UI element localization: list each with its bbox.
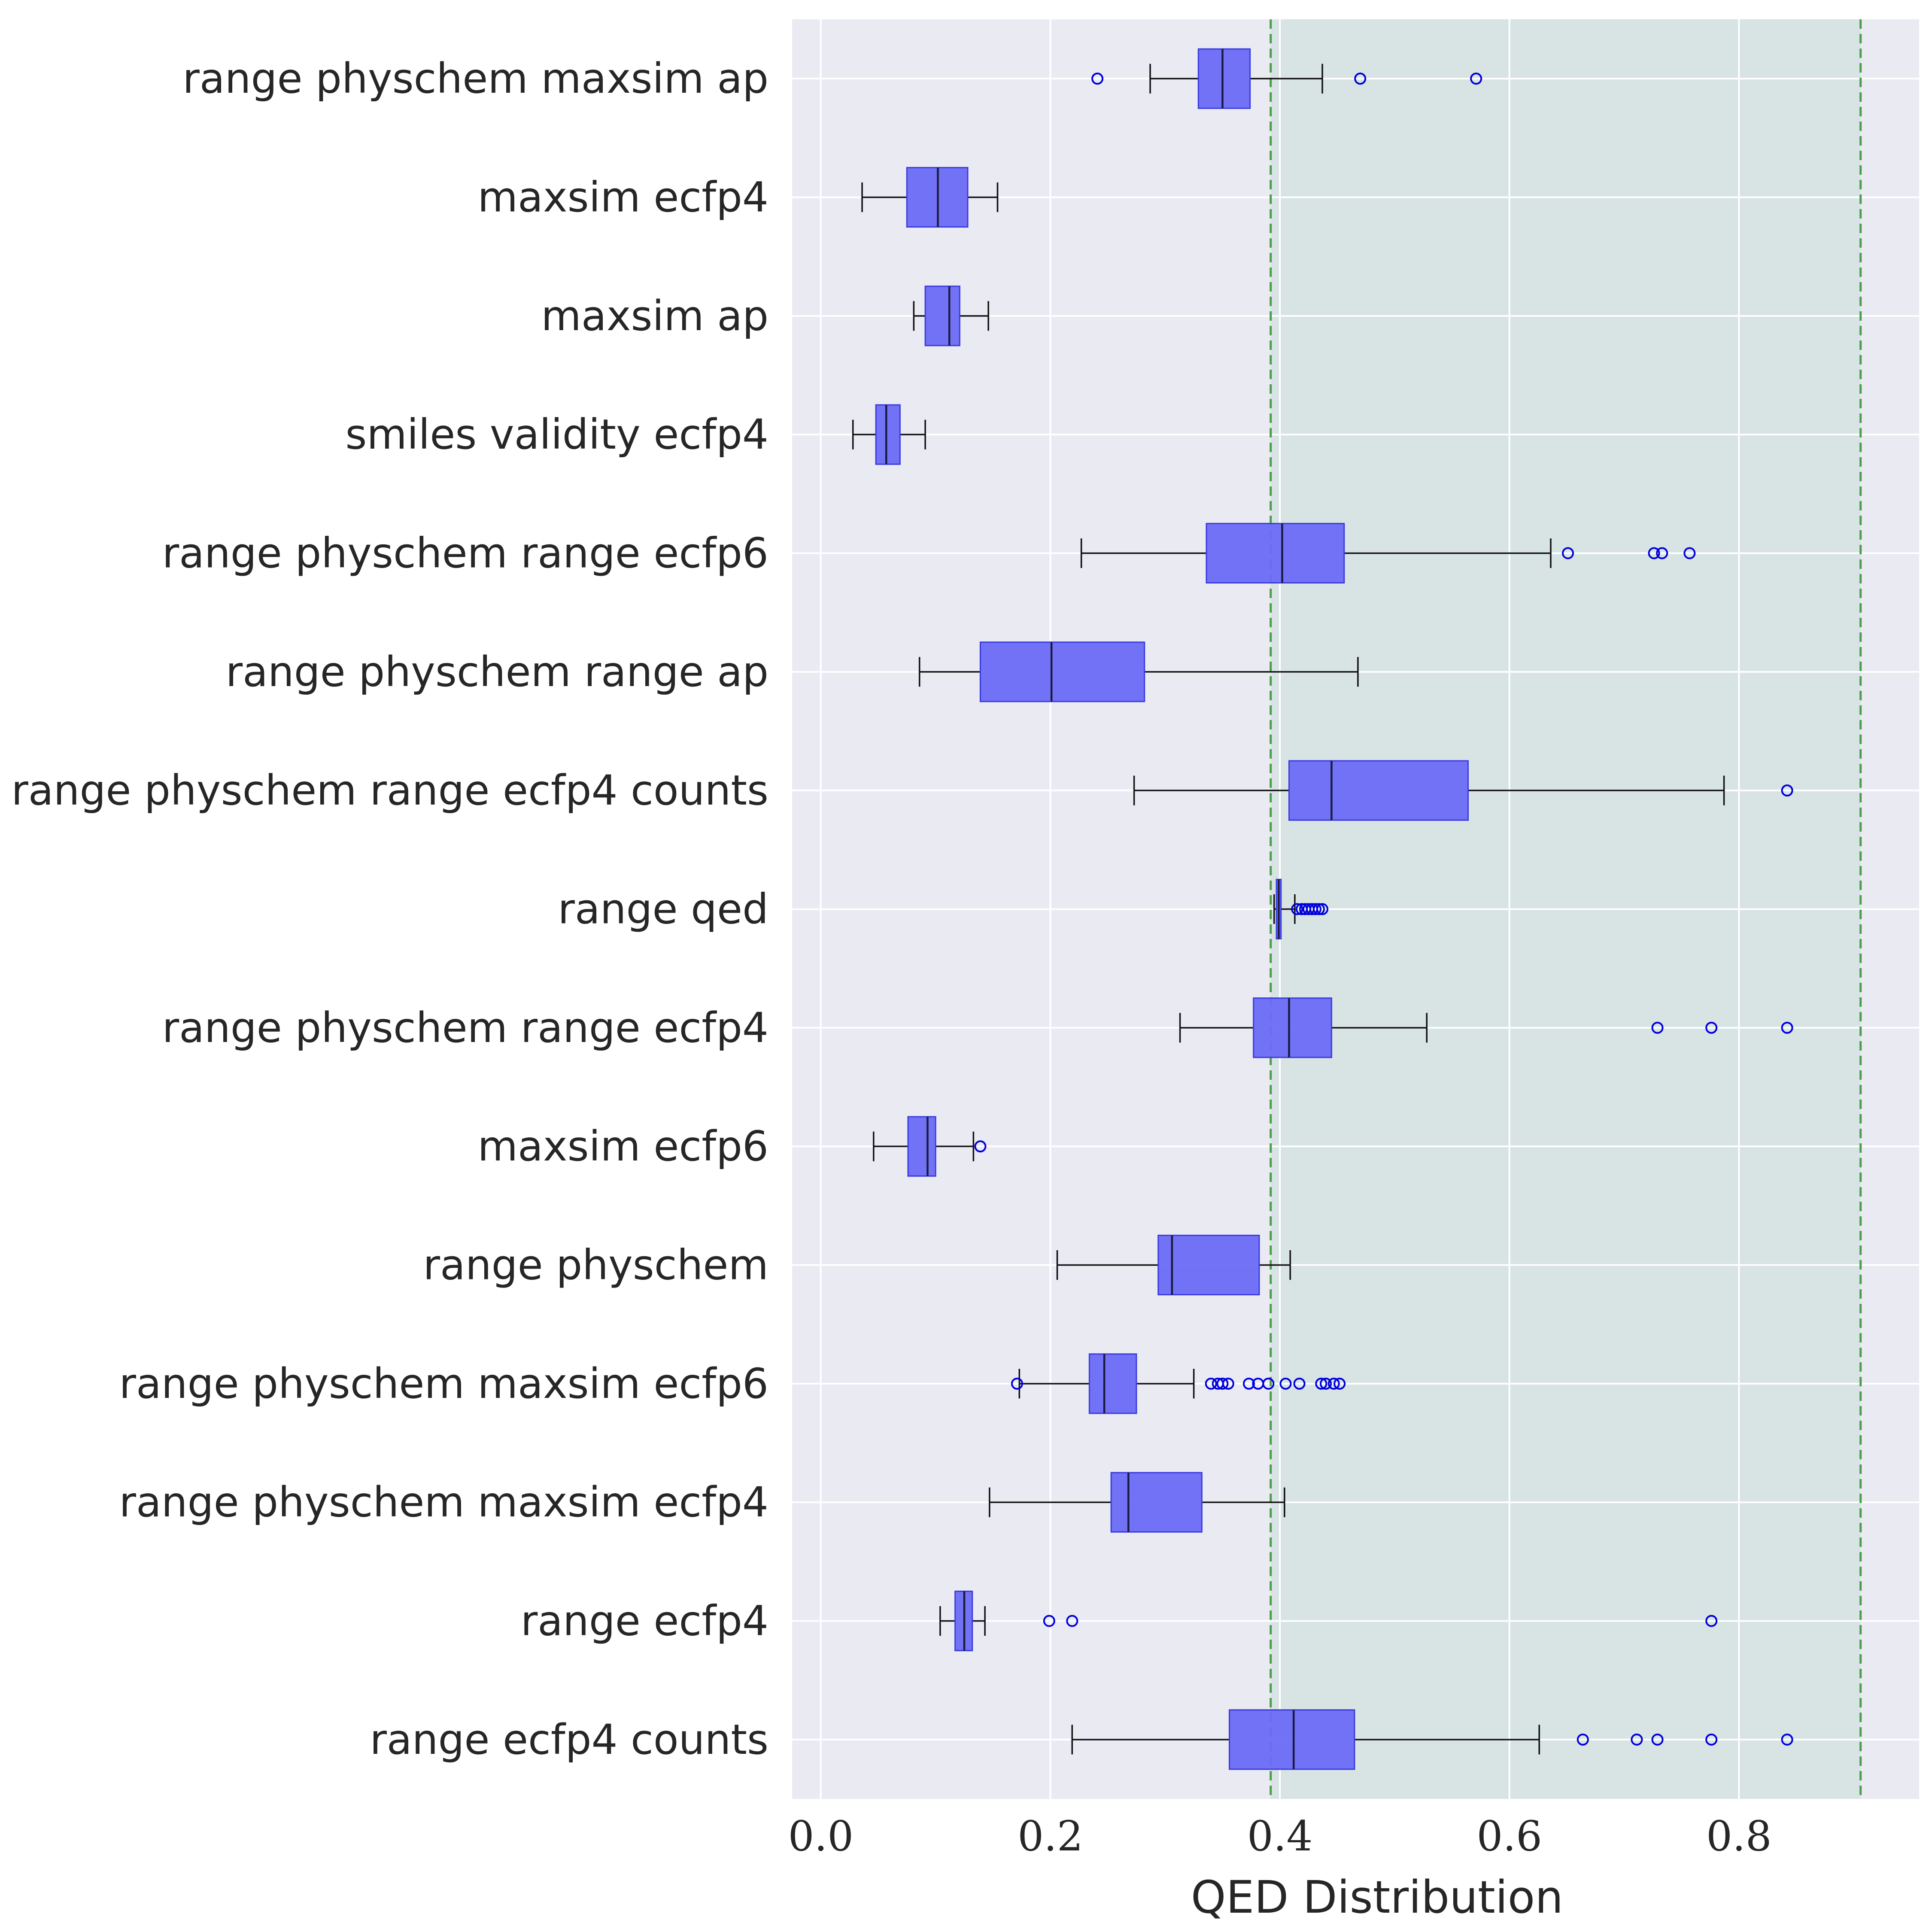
- box-group: [873, 1116, 987, 1177]
- outlier-point: [1470, 73, 1482, 85]
- outlier-point: [1651, 1021, 1664, 1034]
- outlier-point: [1562, 547, 1574, 559]
- outlier-point: [1631, 1733, 1643, 1746]
- outlier-point: [1222, 1377, 1234, 1390]
- category-label: range ecfp4: [521, 1597, 769, 1645]
- box-group: [1080, 522, 1696, 584]
- outlier-point: [1334, 1377, 1346, 1390]
- outlier-point: [1066, 1615, 1078, 1627]
- category-labels: range physchem maxsim ap maxsim ecfp4 maxs…: [11, 55, 769, 1764]
- boxes-layer: [852, 48, 1793, 1770]
- x-tick-labels: 0.0 0.2 0.4 0.6 0.8: [788, 1812, 1771, 1860]
- box-iqr: [1088, 1353, 1137, 1414]
- box-iqr: [875, 404, 901, 465]
- box-group: [1011, 1353, 1346, 1414]
- outlier-point: [1781, 1733, 1793, 1746]
- outlier-point: [1262, 1377, 1275, 1390]
- box-group: [1179, 997, 1793, 1058]
- category-label: range physchem range ap: [226, 648, 769, 696]
- category-label: range qed: [558, 885, 769, 933]
- box-group: [913, 286, 989, 346]
- box-iqr: [1197, 48, 1251, 109]
- outlier-point: [1312, 903, 1325, 915]
- outlier-point: [1011, 1377, 1023, 1390]
- category-label: range physchem maxsim ecfp6: [119, 1360, 769, 1408]
- box-group: [918, 641, 1359, 702]
- x-tick-label: 0.4: [1247, 1812, 1313, 1860]
- category-label: range physchem: [423, 1241, 769, 1289]
- category-label: maxsim ecfp6: [477, 1122, 769, 1170]
- box-group: [989, 1472, 1285, 1533]
- outlier-point: [1091, 73, 1104, 85]
- outlier-point: [1577, 1733, 1589, 1746]
- outlier-point: [1651, 1733, 1664, 1746]
- outlier-point: [1705, 1021, 1718, 1034]
- outlier-point: [1648, 547, 1660, 559]
- box-group: [861, 167, 999, 228]
- box-iqr: [924, 286, 960, 346]
- box-iqr: [1157, 1234, 1260, 1296]
- x-tick-label: 0.2: [1018, 1812, 1083, 1860]
- category-label: range physchem range ecfp6: [162, 529, 769, 577]
- box-iqr: [979, 641, 1145, 702]
- box-group: [1071, 1709, 1793, 1770]
- box-group: [1056, 1234, 1291, 1296]
- box-iqr: [907, 1116, 936, 1177]
- outlier-point: [1216, 1377, 1229, 1390]
- outlier-point: [1354, 73, 1367, 85]
- outlier-point: [1309, 903, 1321, 915]
- x-tick-label: 0.6: [1476, 1812, 1542, 1860]
- box-iqr: [1228, 1709, 1355, 1770]
- outlier-point: [1316, 903, 1328, 915]
- box-iqr: [1253, 997, 1332, 1058]
- category-label: range physchem maxsim ap: [182, 55, 769, 103]
- category-label: range physchem range ecfp4: [162, 1004, 769, 1052]
- x-tick-label: 0.0: [788, 1812, 854, 1860]
- outlier-point: [1293, 1377, 1306, 1390]
- outlier-point: [1205, 1377, 1217, 1390]
- x-tick-label: 0.8: [1706, 1812, 1772, 1860]
- outlier-point: [1319, 1377, 1332, 1390]
- outlier-point: [1279, 1377, 1292, 1390]
- category-label: range ecfp4 counts: [370, 1716, 769, 1764]
- box-group: [939, 1590, 1718, 1652]
- category-label: maxsim ap: [541, 292, 769, 340]
- outlier-point: [1781, 784, 1793, 797]
- outlier-point: [1043, 1615, 1055, 1627]
- category-label: range physchem maxsim ecfp4: [119, 1478, 769, 1526]
- category-label: smiles validity ecfp4: [345, 410, 769, 459]
- x-axis-title: QED Distribution: [1191, 1871, 1563, 1923]
- outlier-point: [1683, 547, 1696, 559]
- box-iqr: [1288, 760, 1469, 821]
- outlier-point: [1705, 1733, 1718, 1746]
- outlier-point: [1315, 1377, 1327, 1390]
- outlier-point: [1705, 1615, 1718, 1627]
- box-group: [1091, 48, 1482, 109]
- outlier-point: [1781, 1021, 1793, 1034]
- outlier-point: [1242, 1377, 1255, 1390]
- outlier-point: [1327, 1377, 1340, 1390]
- box-iqr: [1206, 522, 1345, 584]
- outlier-point: [1656, 547, 1668, 559]
- box-group: [852, 404, 926, 465]
- category-label: maxsim ecfp4: [477, 173, 769, 222]
- outlier-point: [1291, 903, 1303, 915]
- outlier-point: [974, 1140, 987, 1153]
- box-group: [1133, 760, 1793, 821]
- box-group: [1273, 878, 1328, 940]
- box-iqr: [1110, 1472, 1203, 1533]
- category-label: range physchem range ecfp4 counts: [11, 766, 769, 814]
